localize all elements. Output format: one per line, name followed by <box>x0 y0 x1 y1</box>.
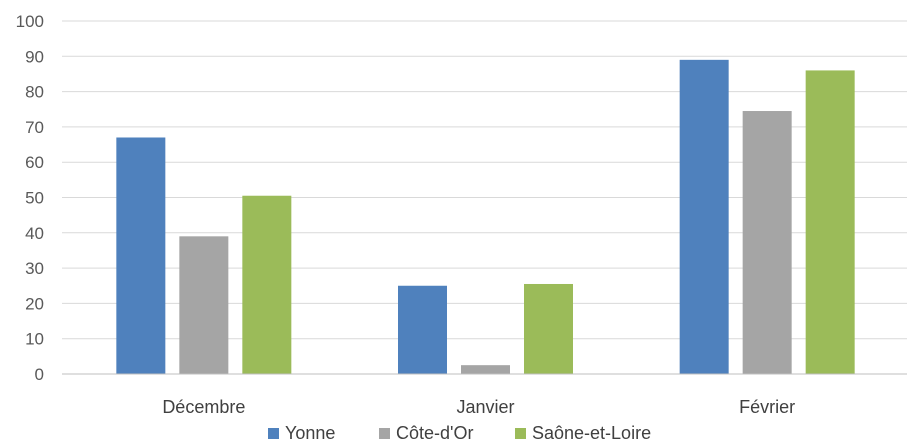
x-category-label: Janvier <box>456 397 514 417</box>
x-axis-category-labels: Décembre Janvier Février <box>162 397 795 417</box>
bar-c-te-d-or-1 <box>461 365 510 374</box>
y-tick-label: 20 <box>25 294 44 313</box>
legend-label: Côte-d'Or <box>396 423 473 443</box>
y-tick-label: 70 <box>25 118 44 137</box>
legend-label: Yonne <box>285 423 335 443</box>
bars <box>116 59 855 375</box>
x-category-label: Février <box>739 397 795 417</box>
legend-label: Saône-et-Loire <box>532 423 651 443</box>
bar-sa-ne-et-loire-1 <box>524 283 573 374</box>
legend-swatch <box>379 428 390 439</box>
x-category-label: Décembre <box>162 397 245 417</box>
y-tick-label: 90 <box>25 47 44 66</box>
bar-c-te-d-or-2 <box>742 111 792 374</box>
bar-c-te-d-or-0 <box>179 236 229 374</box>
y-tick-label: 50 <box>25 189 44 208</box>
bar-sa-ne-et-loire-2 <box>805 70 855 375</box>
bar-yonne-0 <box>116 137 166 374</box>
legend: Yonne Côte-d'Or Saône-et-Loire <box>268 423 651 443</box>
y-tick-label: 80 <box>25 83 44 102</box>
bar-sa-ne-et-loire-0 <box>242 195 292 374</box>
y-tick-label: 0 <box>35 365 44 384</box>
y-tick-label: 40 <box>25 224 44 243</box>
legend-swatch <box>515 428 526 439</box>
y-tick-label: 100 <box>16 12 44 31</box>
legend-swatch <box>268 428 279 439</box>
bar-yonne-2 <box>679 59 729 375</box>
y-axis-tick-labels: 0 10 20 30 40 50 60 70 80 90 100 <box>16 12 44 384</box>
y-tick-label: 10 <box>25 330 44 349</box>
bar-yonne-1 <box>398 285 447 374</box>
y-tick-label: 60 <box>25 153 44 172</box>
y-tick-label: 30 <box>25 259 44 278</box>
